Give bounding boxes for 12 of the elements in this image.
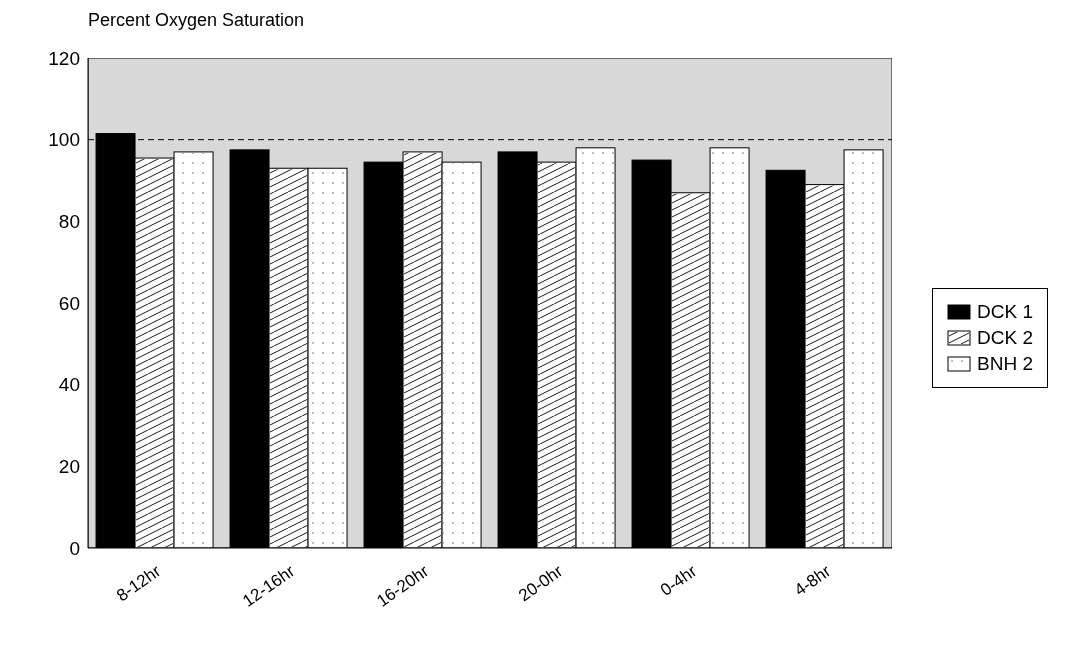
y-tick-label: 60 (58, 292, 80, 314)
legend-label: DCK 2 (977, 327, 1033, 349)
x-tick-label: 4-8hr (790, 561, 835, 600)
y-tick-label: 40 (58, 374, 80, 396)
legend-label: BNH 2 (977, 353, 1033, 375)
y-tick-label: 80 (58, 211, 80, 233)
chart-title: Percent Oxygen Saturation (88, 10, 305, 31)
y-tick-label: 0 (69, 537, 80, 559)
y-tick-label: 120 (48, 47, 80, 69)
y-tick-label: 20 (58, 456, 80, 478)
legend-label: DCK 1 (977, 301, 1033, 323)
y-tick-label: 100 (48, 129, 80, 151)
